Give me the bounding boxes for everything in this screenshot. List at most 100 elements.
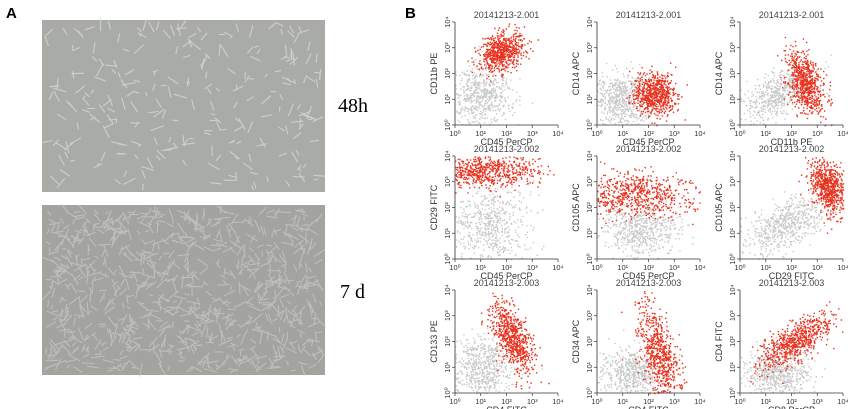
- x-tick-label: 10³: [812, 397, 823, 406]
- x-tick-label: 10¹: [760, 263, 771, 272]
- y-tick-label: 10²: [585, 202, 594, 213]
- x-tick-label: 10⁰: [734, 397, 745, 406]
- image-caption: 48h: [338, 95, 368, 117]
- x-tick-label: 10²: [643, 397, 654, 406]
- plot-title: 20141213-2.002: [474, 144, 540, 154]
- negative-events: [740, 336, 826, 395]
- y-tick-label: 10⁰: [443, 253, 452, 264]
- y-tick-label: 10⁰: [585, 387, 594, 398]
- x-tick-label: 10²: [501, 397, 512, 406]
- y-tick-label: 10³: [443, 42, 452, 53]
- x-axis-label: CD45 PerCP: [480, 137, 532, 147]
- plot-axes: [739, 22, 843, 126]
- y-tick-label: 10¹: [728, 227, 737, 238]
- micrograph: [42, 20, 325, 192]
- y-tick-label: 10¹: [585, 227, 594, 238]
- x-tick-label: 10¹: [617, 263, 628, 272]
- y-tick-label: 10⁰: [728, 119, 737, 130]
- y-tick-label: 10²: [443, 202, 452, 213]
- x-tick-label: 10¹: [475, 129, 486, 138]
- x-tick-label: 10²: [501, 263, 512, 272]
- x-tick-label: 10⁴: [694, 129, 706, 138]
- y-tick-label: 10³: [585, 176, 594, 187]
- x-tick-label: 10⁴: [694, 263, 706, 272]
- x-tick-label: 10²: [786, 397, 797, 406]
- positive-events: [626, 62, 688, 127]
- negative-events: [455, 45, 534, 126]
- plot-title: 20141213-2.002: [616, 144, 682, 154]
- x-tick-label: 10²: [786, 129, 797, 138]
- plot-title: 20141213-2.003: [474, 278, 540, 288]
- y-tick-label: 10³: [585, 310, 594, 321]
- cell-texture: [41, 204, 326, 377]
- x-tick-label: 10⁴: [694, 397, 706, 406]
- y-tick-label: 10²: [585, 336, 594, 347]
- y-tick-label: 10⁴: [585, 150, 594, 162]
- x-tick-label: 10⁴: [552, 263, 564, 272]
- y-tick-label: 10⁰: [585, 119, 594, 130]
- x-tick-label: 10⁰: [734, 263, 745, 272]
- y-tick-label: 10²: [728, 202, 737, 213]
- x-axis-label: CD45 PerCP: [622, 137, 674, 147]
- y-tick-label: 10²: [585, 68, 594, 79]
- micrograph: [42, 205, 325, 375]
- x-tick-label: 10¹: [617, 129, 628, 138]
- y-tick-label: 10³: [443, 310, 452, 321]
- x-tick-label: 10⁰: [591, 129, 602, 138]
- positive-events: [480, 292, 550, 390]
- positive-events: [467, 23, 540, 82]
- negative-events: [455, 324, 544, 395]
- y-tick-label: 10³: [443, 176, 452, 187]
- positive-events: [597, 161, 701, 229]
- y-axis-label: CD14 APC: [714, 51, 724, 95]
- x-tick-label: 10¹: [760, 129, 771, 138]
- x-tick-label: 10⁰: [591, 263, 602, 272]
- y-tick-label: 10⁴: [728, 16, 737, 28]
- x-tick-label: 10¹: [475, 263, 486, 272]
- y-tick-label: 10⁰: [585, 253, 594, 264]
- x-tick-label: 10⁰: [449, 263, 460, 272]
- positive-events: [455, 156, 555, 198]
- x-tick-label: 10⁴: [837, 129, 849, 138]
- x-tick-label: 10³: [812, 129, 823, 138]
- negative-events: [597, 61, 668, 126]
- positive-events: [621, 291, 688, 395]
- y-tick-label: 10⁰: [443, 119, 452, 130]
- x-tick-label: 10³: [527, 263, 538, 272]
- y-tick-label: 10⁴: [585, 284, 594, 296]
- x-tick-label: 10³: [527, 397, 538, 406]
- plot-title: 20141213-2.003: [759, 278, 825, 288]
- negative-events: [597, 192, 694, 261]
- x-tick-label: 10⁴: [837, 397, 849, 406]
- negative-events: [740, 178, 844, 260]
- x-tick-label: 10⁴: [837, 263, 849, 272]
- negative-events: [740, 54, 832, 126]
- x-tick-label: 10³: [669, 397, 680, 406]
- y-axis-label: CD133 PE: [429, 320, 439, 363]
- x-tick-label: 10⁰: [449, 397, 460, 406]
- y-tick-label: 10³: [728, 176, 737, 187]
- x-tick-label: 10⁰: [734, 129, 745, 138]
- y-axis-label: CD105 APC: [714, 183, 724, 232]
- positive-events: [750, 301, 844, 385]
- y-tick-label: 10⁴: [585, 16, 594, 28]
- y-tick-label: 10¹: [443, 227, 452, 238]
- x-tick-label: 10⁴: [552, 397, 564, 406]
- y-axis-label: CD29 FITC: [429, 184, 439, 230]
- y-tick-label: 10³: [585, 42, 594, 53]
- y-axis-label: CD105 APC: [571, 183, 581, 232]
- positive-events: [777, 36, 834, 127]
- x-tick-label: 10³: [669, 263, 680, 272]
- y-tick-label: 10¹: [728, 361, 737, 372]
- x-tick-label: 10¹: [475, 397, 486, 406]
- plot-title: 20141213-2.001: [616, 10, 682, 20]
- y-tick-label: 10¹: [728, 93, 737, 104]
- positive-events: [798, 157, 845, 234]
- x-tick-label: 10¹: [760, 397, 771, 406]
- y-axis-label: CD34 APC: [571, 319, 581, 363]
- y-tick-label: 10²: [728, 336, 737, 347]
- x-axis-label: CD8 PerCP: [768, 405, 815, 409]
- panel-label: A: [6, 5, 17, 22]
- cell-texture: [41, 18, 325, 191]
